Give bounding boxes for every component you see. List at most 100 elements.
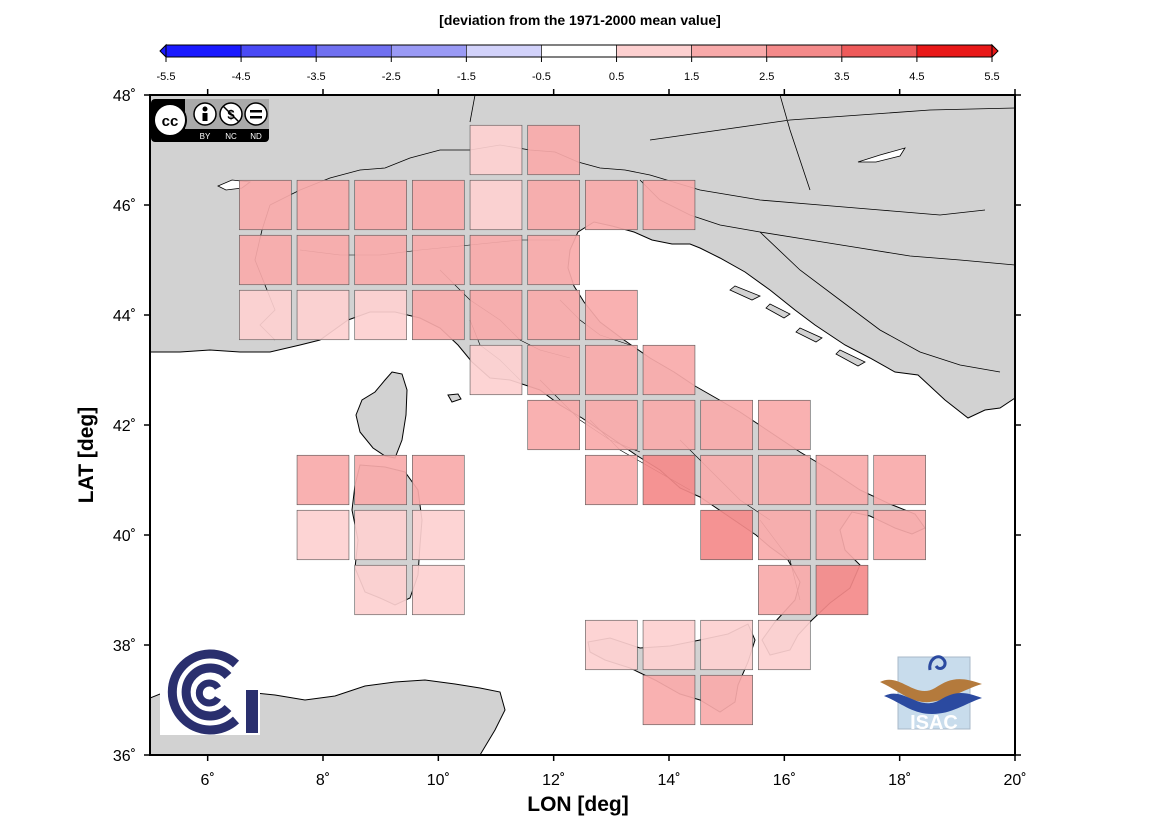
cc-label-nc: NC: [225, 132, 237, 141]
anomaly-cell: [527, 124, 580, 176]
anomaly-cell: [296, 454, 350, 506]
anomaly-cell: [527, 289, 580, 341]
cnr-logo: [160, 649, 260, 735]
anomaly-cell: [412, 454, 465, 506]
anomaly-cell: [815, 564, 869, 616]
anomaly-cell: [642, 399, 696, 451]
isac-logo: ISAC: [880, 655, 982, 734]
anomaly-cell: [758, 564, 811, 616]
anomaly-cell: [758, 619, 811, 671]
anomaly-cell: [815, 454, 869, 506]
colorbar-bin: [240, 44, 317, 58]
y-tick-label: 46˚: [113, 198, 136, 215]
anomaly-cell: [758, 399, 811, 451]
cc-label-nd: ND: [250, 132, 262, 141]
colorbar: -5.5 -4.5 -3.5 -2.5 -1.5 -0.5 0.5 1.5 2.5 3.5 4.5 5…: [157, 43, 1000, 83]
anomaly-cell: [585, 399, 638, 451]
by-icon-head: [202, 106, 208, 112]
x-tick-label: 10˚: [427, 772, 450, 789]
y-tick-label: 44˚: [113, 308, 136, 325]
colorbar-bin: [165, 44, 242, 58]
plot-area: 6˚ 8˚ 10˚ 12˚ 14˚ 16˚ 18˚ 20˚ 36˚ 38˚ 40˚ 42˚ 44˚ 46˚…: [113, 88, 1027, 789]
anomaly-cell: [469, 179, 523, 231]
anomaly-cell: [700, 619, 753, 671]
colorbar-bin: [616, 44, 692, 58]
anomaly-cell: [527, 179, 580, 231]
cnr-arc-core: [195, 679, 222, 707]
colorbar-tick-label: 3.5: [834, 71, 849, 83]
colorbar-high-arrow: [991, 43, 999, 59]
colorbar-tick-label: 1.5: [684, 71, 699, 83]
y-tick-label: 38˚: [113, 638, 136, 655]
land-adriatic-islands: [729, 285, 866, 367]
anomaly-cell: [469, 124, 523, 176]
colorbar-bin: [541, 44, 617, 58]
anomaly-cell: [700, 399, 753, 451]
anomaly-cell: [354, 564, 407, 616]
anomaly-cell: [354, 454, 407, 506]
y-tick-label: 40˚: [113, 528, 136, 545]
anomaly-cell: [527, 344, 580, 396]
anomaly-cell: [469, 289, 523, 341]
isac-wave-brown: [880, 679, 982, 703]
colorbar-tick-label: 4.5: [909, 71, 924, 83]
colorbar-bin: [691, 44, 768, 58]
anomaly-cell: [585, 344, 638, 396]
y-tick-label: 36˚: [113, 748, 136, 765]
anomaly-grid: [239, 124, 926, 726]
colorbar-bin: [390, 44, 467, 58]
anomaly-cell: [354, 234, 407, 286]
anomaly-cell: [642, 179, 696, 231]
cnr-bar: [246, 690, 258, 733]
anomaly-cell: [642, 674, 696, 726]
cc-icon: [153, 103, 187, 137]
anomaly-cell: [700, 454, 753, 506]
nc-icon-slash: [222, 105, 240, 123]
anomaly-cell: [296, 509, 350, 561]
land-corsica: [355, 371, 408, 459]
cc-icon-text: cc: [162, 113, 179, 130]
anomaly-cell: [354, 289, 407, 341]
anomaly-cell: [296, 234, 350, 286]
anomaly-cell: [642, 454, 696, 506]
anomaly-cell: [527, 234, 580, 286]
colorbar-title: [deviation from the 1971-2000 mean value…: [439, 12, 721, 28]
by-icon-body: [202, 113, 208, 121]
anomaly-cell: [585, 289, 638, 341]
nd-icon-bar-bottom: [250, 116, 262, 119]
anomaly-cell: [527, 399, 580, 451]
anomaly-cell: [758, 454, 811, 506]
anomaly-cell: [412, 289, 465, 341]
y-tick-label: 42˚: [113, 418, 136, 435]
colorbar-tick-label: -2.5: [382, 71, 401, 83]
anomaly-cell: [412, 564, 465, 616]
anomaly-cell: [642, 344, 696, 396]
colorbar-low-arrow: [159, 43, 167, 59]
cnr-arc-inner: [181, 663, 232, 721]
isac-swirl: [928, 655, 947, 671]
x-tick-label: 12˚: [542, 772, 565, 789]
anomaly-cell: [700, 674, 753, 726]
cc-license-badge: cc $ BY NC ND: [151, 99, 269, 142]
anomaly-cell: [642, 619, 696, 671]
isac-wave-blue: [884, 693, 982, 714]
anomaly-cell: [296, 289, 350, 341]
anomaly-cell: [758, 509, 811, 561]
cnr-arc-outer: [167, 649, 240, 735]
axis-ticks: 6˚ 8˚ 10˚ 12˚ 14˚ 16˚ 18˚ 20˚ 36˚ 38˚ 40˚ 42˚ 44˚ 46˚…: [113, 88, 1027, 789]
nd-icon: [244, 102, 268, 126]
isac-label: ISAC: [910, 712, 958, 734]
anomaly-cell: [412, 234, 465, 286]
colorbar-bin: [315, 44, 392, 58]
cc-label-by: BY: [200, 132, 211, 141]
anomaly-cell: [815, 509, 869, 561]
colorbar-bin: [466, 44, 542, 58]
anomaly-cell: [873, 454, 926, 506]
anomaly-cell: [469, 234, 523, 286]
anomaly-cell: [585, 179, 638, 231]
anomaly-cell: [412, 509, 465, 561]
colorbar-bin: [916, 44, 993, 58]
anomaly-cell: [469, 344, 523, 396]
anomaly-cell: [354, 179, 407, 231]
colorbar-tick-label: 5.5: [984, 71, 999, 83]
